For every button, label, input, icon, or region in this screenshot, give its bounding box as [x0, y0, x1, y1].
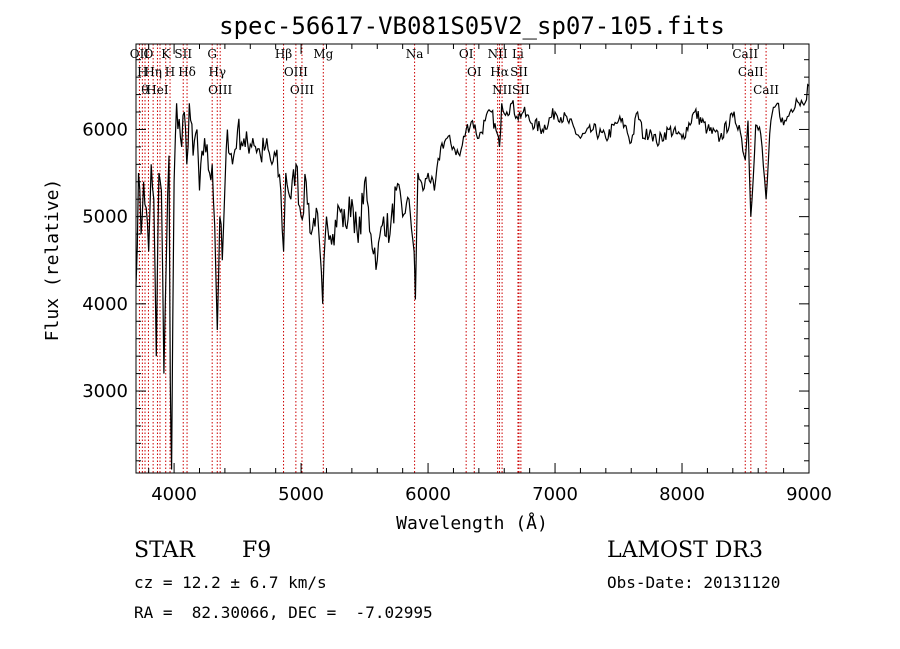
survey-name: LAMOST DR3 — [607, 538, 763, 563]
spectrum-line — [135, 83, 810, 470]
observation-date: Obs-Date: 20131120 — [607, 573, 781, 592]
sky-coordinates: RA = 82.30066, DEC = -7.02995 — [134, 603, 433, 622]
axes: 4000 5000 6000 7000 8000 9000 3000 4000 5000 6000 — [82, 43, 832, 505]
y-tick-label: 3000 — [82, 381, 128, 402]
line-marker-label: O — [144, 47, 154, 61]
line-marker-label: Mg — [313, 47, 333, 61]
line-marker-label: SII — [174, 47, 192, 61]
line-marker-label: OIII — [290, 83, 314, 97]
x-tick-label: 7000 — [532, 484, 578, 505]
line-marker-label: Hα — [490, 65, 509, 79]
y-tick-label: 6000 — [82, 119, 128, 140]
line-marker-label: CaII — [738, 65, 764, 79]
x-tick-label: 5000 — [278, 484, 324, 505]
line-marker-label: Hη — [144, 65, 162, 79]
plot-area — [135, 83, 810, 470]
line-marker-label: OI — [459, 47, 474, 61]
y-tick-label: 4000 — [82, 294, 128, 315]
x-tick-label: 6000 — [405, 484, 451, 505]
line-marker-label: Li — [512, 47, 524, 61]
line-marker-label: K — [161, 47, 171, 61]
line-marker-label: Hβ — [275, 47, 292, 61]
line-marker-label: Hγ — [208, 65, 226, 79]
line-marker-label: SII — [512, 83, 530, 97]
line-marker-label: OI — [467, 65, 482, 79]
y-tick-label: 5000 — [82, 207, 128, 228]
line-marker-label: SII — [510, 65, 528, 79]
object-subclass: F9 — [242, 538, 272, 563]
line-marker-label: Hδ — [178, 65, 196, 79]
line-markers — [138, 44, 767, 473]
line-marker-label: H — [165, 65, 175, 79]
plot-frame — [135, 43, 810, 474]
line-marker-label: OII — [130, 47, 150, 61]
x-tick-label: 4000 — [151, 484, 197, 505]
line-marker-label: NII — [488, 47, 508, 61]
y-axis-label: Flux (relative) — [42, 179, 63, 342]
x-tick-label: 9000 — [786, 484, 832, 505]
x-axis-label: Wavelength (Å) — [396, 512, 548, 534]
line-marker-label: OIII — [284, 65, 308, 79]
line-marker-label: CaII — [753, 83, 779, 97]
chart-title: spec-56617-VB081S05V2_sp07-105.fits — [219, 12, 725, 40]
line-marker-label: θ — [141, 83, 148, 97]
line-marker-label: Na — [406, 47, 424, 61]
redshift-velocity: cz = 12.2 ± 6.7 km/s — [134, 573, 327, 592]
line-marker-label: HeI — [146, 83, 169, 97]
line-marker-label: G — [207, 47, 217, 61]
line-marker-label: H — [137, 65, 147, 79]
object-class: STAR — [134, 538, 195, 563]
x-tick-label: 8000 — [659, 484, 705, 505]
line-marker-label: NII — [492, 83, 512, 97]
line-marker-label: OIII — [208, 83, 232, 97]
line-marker-label: CaII — [732, 47, 758, 61]
line-marker-labels: OII Hθ O Hη HeI KH SII Hδ G Hγ OIII Hβ OIII OIII Mg Na O… — [130, 47, 779, 97]
